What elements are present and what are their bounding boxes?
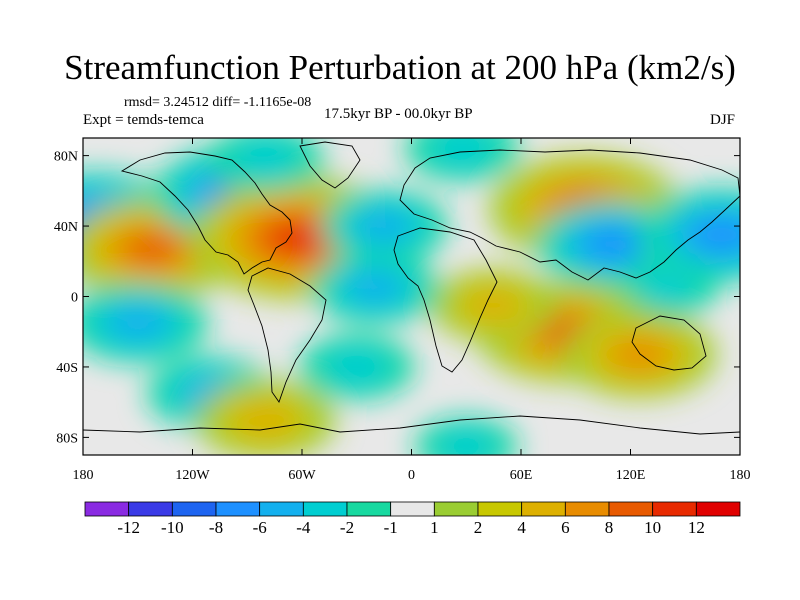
- colorbar-label-13: 12: [688, 518, 705, 537]
- colorbar-swatch-10: [521, 501, 566, 517]
- colorbar-swatch-13: [652, 501, 697, 517]
- colorbar-label-9: 4: [517, 518, 526, 537]
- contour-region-17-2: [235, 402, 296, 437]
- period-label: 17.5kyr BP - 00.0kyr BP: [324, 106, 473, 122]
- x-tick-label-2: 60W: [288, 468, 316, 483]
- contour-region-14-2: [107, 305, 168, 341]
- x-tick-label-1: 120W: [175, 468, 210, 483]
- y-tick-label-3: 40S: [56, 361, 78, 376]
- colorbar-label-6: -1: [384, 518, 398, 537]
- rmsd-diff-stats: rmsd= 3.24512 diff= -1.1165e-08: [124, 95, 312, 110]
- x-tick-label-4: 60E: [510, 468, 533, 483]
- coast-greenland: [299, 141, 361, 189]
- colorbar-label-1: -10: [161, 518, 184, 537]
- contour-region-4-1: [230, 139, 301, 179]
- contour-field-layer: [83, 138, 740, 455]
- plot-title: Streamfunction Perturbation at 200 hPa (…: [64, 48, 736, 87]
- contour-region-6-1: [427, 138, 498, 169]
- y-tick-label-1: 40N: [54, 220, 78, 235]
- contour-region-19-2: [347, 272, 403, 304]
- colorbar-label-5: -2: [340, 518, 354, 537]
- colorbar-swatch-11: [564, 501, 610, 517]
- colorbar-swatch-1: [128, 501, 173, 517]
- colorbar-label-0: -12: [117, 518, 140, 537]
- y-tick-label-0: 80N: [54, 150, 78, 165]
- colorbar-swatch-2: [171, 501, 217, 517]
- colorbar-swatch-14: [695, 501, 741, 517]
- x-tick-label-3: 0: [408, 468, 415, 483]
- coast-antarctica: [83, 415, 740, 435]
- colorbar-label-11: 8: [605, 518, 614, 537]
- contour-region-8-3: [586, 229, 638, 259]
- colorbar-swatch-12: [608, 501, 654, 517]
- colorbar: -12 -10 -8 -6 -4 -2 -1 1 2 4 6 8 10 12: [84, 501, 741, 537]
- coast-eurasia: [399, 149, 740, 281]
- contour-region-1-4: [127, 235, 177, 263]
- contour-region-12-2: [466, 289, 522, 321]
- contour-region-16-1: [322, 347, 392, 387]
- colorbar-swatch-6: [346, 501, 392, 517]
- colorbar-swatch-0: [84, 501, 130, 517]
- map-axes: 180 120W 60W 0 60E 120E 180 80N 40N 0 40S 80S: [54, 138, 751, 483]
- coast-south-america: [247, 267, 327, 403]
- coast-australia: [631, 315, 707, 371]
- season-label: DJF: [710, 112, 736, 128]
- map-plot-area: [83, 138, 740, 455]
- colorbar-label-8: 2: [474, 518, 483, 537]
- colorbar-swatch-4: [259, 501, 304, 517]
- colorbar-label-7: 1: [430, 518, 439, 537]
- contour-region-5-2: [356, 210, 412, 242]
- coast-africa: [393, 227, 498, 373]
- contour-region-13-3: [614, 340, 666, 370]
- x-tick-label-6: 180: [730, 468, 751, 483]
- y-tick-label-4: 80S: [56, 431, 78, 446]
- colorbar-label-4: -4: [296, 518, 311, 537]
- colorbar-swatch-8: [433, 501, 479, 517]
- colorbar-label-2: -8: [209, 518, 223, 537]
- experiment-label: Expt = temds-temca: [83, 112, 204, 128]
- colorbar-swatch-3: [215, 501, 261, 517]
- contour-region-3-5: [273, 224, 324, 253]
- coast-north-america: [120, 151, 293, 275]
- colorbar-label-3: -6: [253, 518, 267, 537]
- y-tick-label-2: 0: [71, 291, 78, 306]
- x-tick-label-0: 180: [73, 468, 94, 483]
- contour-region-10-1: [636, 270, 698, 306]
- colorbar-swatch-7: [390, 501, 435, 517]
- colorbar-swatch-5: [302, 501, 348, 517]
- contour-region-9-3: [694, 219, 740, 251]
- colorbar-label-12: 10: [644, 518, 661, 537]
- x-tick-label-5: 120E: [616, 468, 646, 483]
- contour-region-18-1: [435, 428, 498, 455]
- colorbar-label-10: 6: [561, 518, 570, 537]
- coastlines: [83, 141, 740, 435]
- colorbar-swatch-9: [477, 501, 523, 517]
